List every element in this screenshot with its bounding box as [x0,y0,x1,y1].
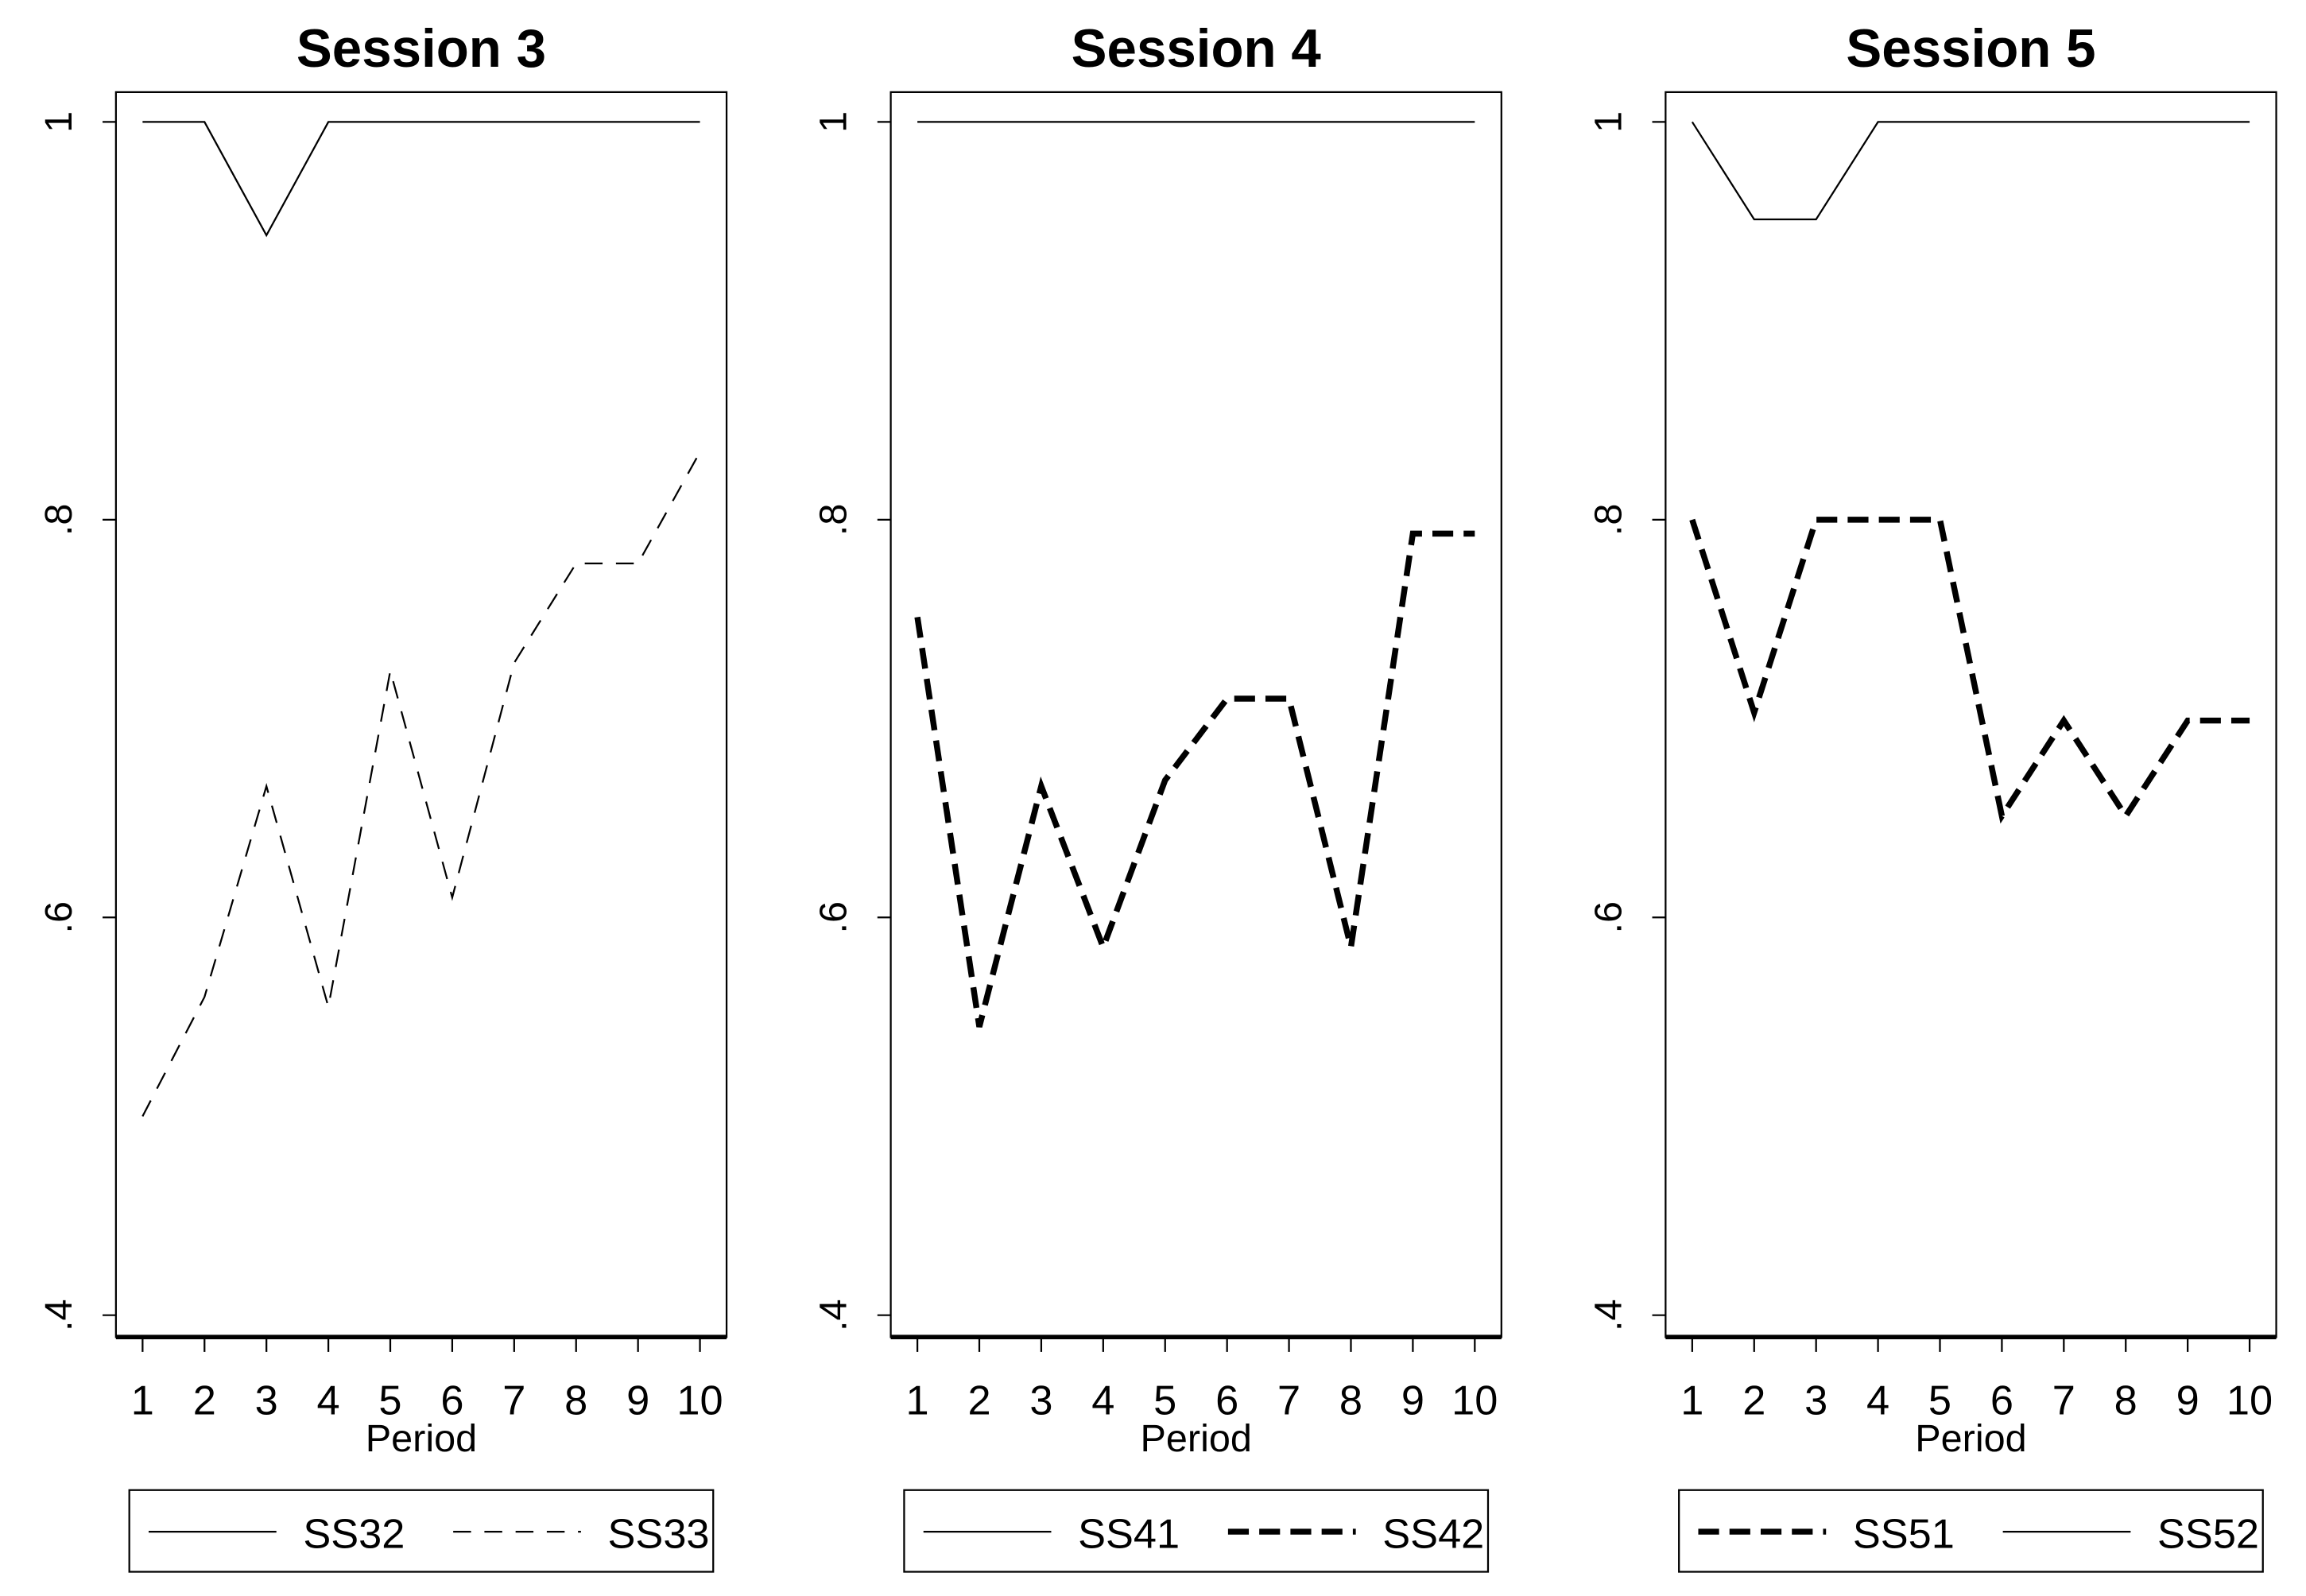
x-tick-label: 4 [1091,1377,1114,1424]
x-axis-label: Period [1140,1417,1251,1460]
x-tick-label: 7 [1277,1377,1300,1424]
x-tick-label: 6 [1990,1377,2013,1424]
x-tick-label: 1 [1680,1377,1703,1424]
x-axis-label: Period [366,1417,477,1460]
legend-box [128,1489,715,1573]
legend-label: SS33 [608,1512,710,1558]
plot-frame [1665,91,2277,1338]
x-tick-label: 8 [1339,1377,1362,1424]
series-line [142,121,700,238]
x-tick-label: 8 [564,1377,587,1424]
x-tick-label: 6 [440,1377,463,1424]
x-tick-label: 9 [626,1377,649,1424]
x-tick-label: 3 [1029,1377,1052,1424]
y-tick-label: .4 [37,1299,80,1331]
series-line [914,530,1475,1028]
y-tick-label: .8 [1587,504,1630,537]
series-line [141,451,701,1117]
y-tick-label: .4 [812,1299,855,1331]
y-tick-label: .8 [812,504,855,537]
chart-title: Session 4 [1072,19,1322,79]
chart-title: Session 3 [296,19,546,79]
x-tick-label: 4 [317,1377,340,1424]
y-tick-label: 1 [1587,111,1630,133]
x-tick-label: 4 [1866,1377,1889,1424]
x-tick-label: 10 [1451,1377,1498,1424]
x-tick-label: 5 [1928,1377,1951,1424]
legend-label: SS32 [303,1512,405,1558]
legend: SS51 SS52 [1698,1512,2259,1558]
x-axis-label: Period [1915,1417,2026,1460]
x-tick-label: 2 [193,1377,216,1424]
legend-label: SS52 [2157,1512,2259,1558]
legend: SS41 SS42 [923,1512,1484,1558]
x-tick-label: 9 [1401,1377,1424,1424]
series-line [1691,121,2250,221]
legend-box [903,1489,1490,1573]
x-tick-label: 9 [2176,1377,2199,1424]
x-tick-label: 2 [967,1377,990,1424]
x-tick-label: 7 [502,1377,525,1424]
y-tick-label: .6 [1587,901,1630,934]
y-tick-label: 1 [37,111,80,133]
plot-frame [889,91,1502,1338]
x-tick-label: 6 [1215,1377,1238,1424]
legend-label: SS51 [1853,1512,1955,1558]
x-tick-label: 5 [1153,1377,1176,1424]
y-tick-label: .6 [812,901,855,934]
y-tick-label: .6 [37,901,80,934]
x-tick-label: 10 [2227,1377,2273,1424]
chart-title: Session 5 [1846,19,2095,79]
legend-label: SS41 [1078,1512,1180,1558]
x-tick-label: 5 [378,1377,401,1424]
x-tick-label: 10 [676,1377,723,1424]
x-tick-label: 8 [2114,1377,2137,1424]
legend-box [1678,1489,2264,1573]
legend-label: SS42 [1382,1512,1484,1558]
x-tick-label: 7 [2052,1377,2075,1424]
x-tick-label: 3 [255,1377,278,1424]
plot-frame [114,91,728,1338]
x-tick-label: 1 [131,1377,154,1424]
x-tick-label: 3 [1804,1377,1827,1424]
x-tick-label: 1 [906,1377,929,1424]
series-line [1689,517,2250,824]
legend: SS32 SS33 [148,1512,710,1558]
y-tick-label: .4 [1587,1299,1630,1331]
y-tick-label: .8 [37,504,80,537]
x-tick-label: 2 [1742,1377,1765,1424]
y-tick-label: 1 [812,111,855,133]
